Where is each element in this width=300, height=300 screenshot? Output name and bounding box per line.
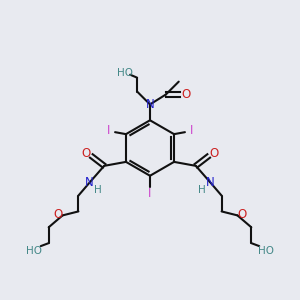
- Text: O: O: [181, 88, 190, 101]
- Text: I: I: [106, 124, 110, 137]
- Text: N: N: [146, 98, 154, 111]
- Text: I: I: [148, 187, 152, 200]
- Text: H: H: [198, 184, 206, 195]
- Text: O: O: [82, 148, 91, 160]
- Text: HO: HO: [26, 246, 42, 256]
- Text: HO: HO: [258, 246, 274, 256]
- Text: H: H: [94, 184, 102, 195]
- Text: N: N: [206, 176, 215, 189]
- Text: O: O: [53, 208, 62, 221]
- Text: O: O: [238, 208, 247, 221]
- Text: O: O: [209, 148, 218, 160]
- Text: HO: HO: [117, 68, 133, 78]
- Text: N: N: [85, 176, 94, 189]
- Text: I: I: [190, 124, 194, 137]
